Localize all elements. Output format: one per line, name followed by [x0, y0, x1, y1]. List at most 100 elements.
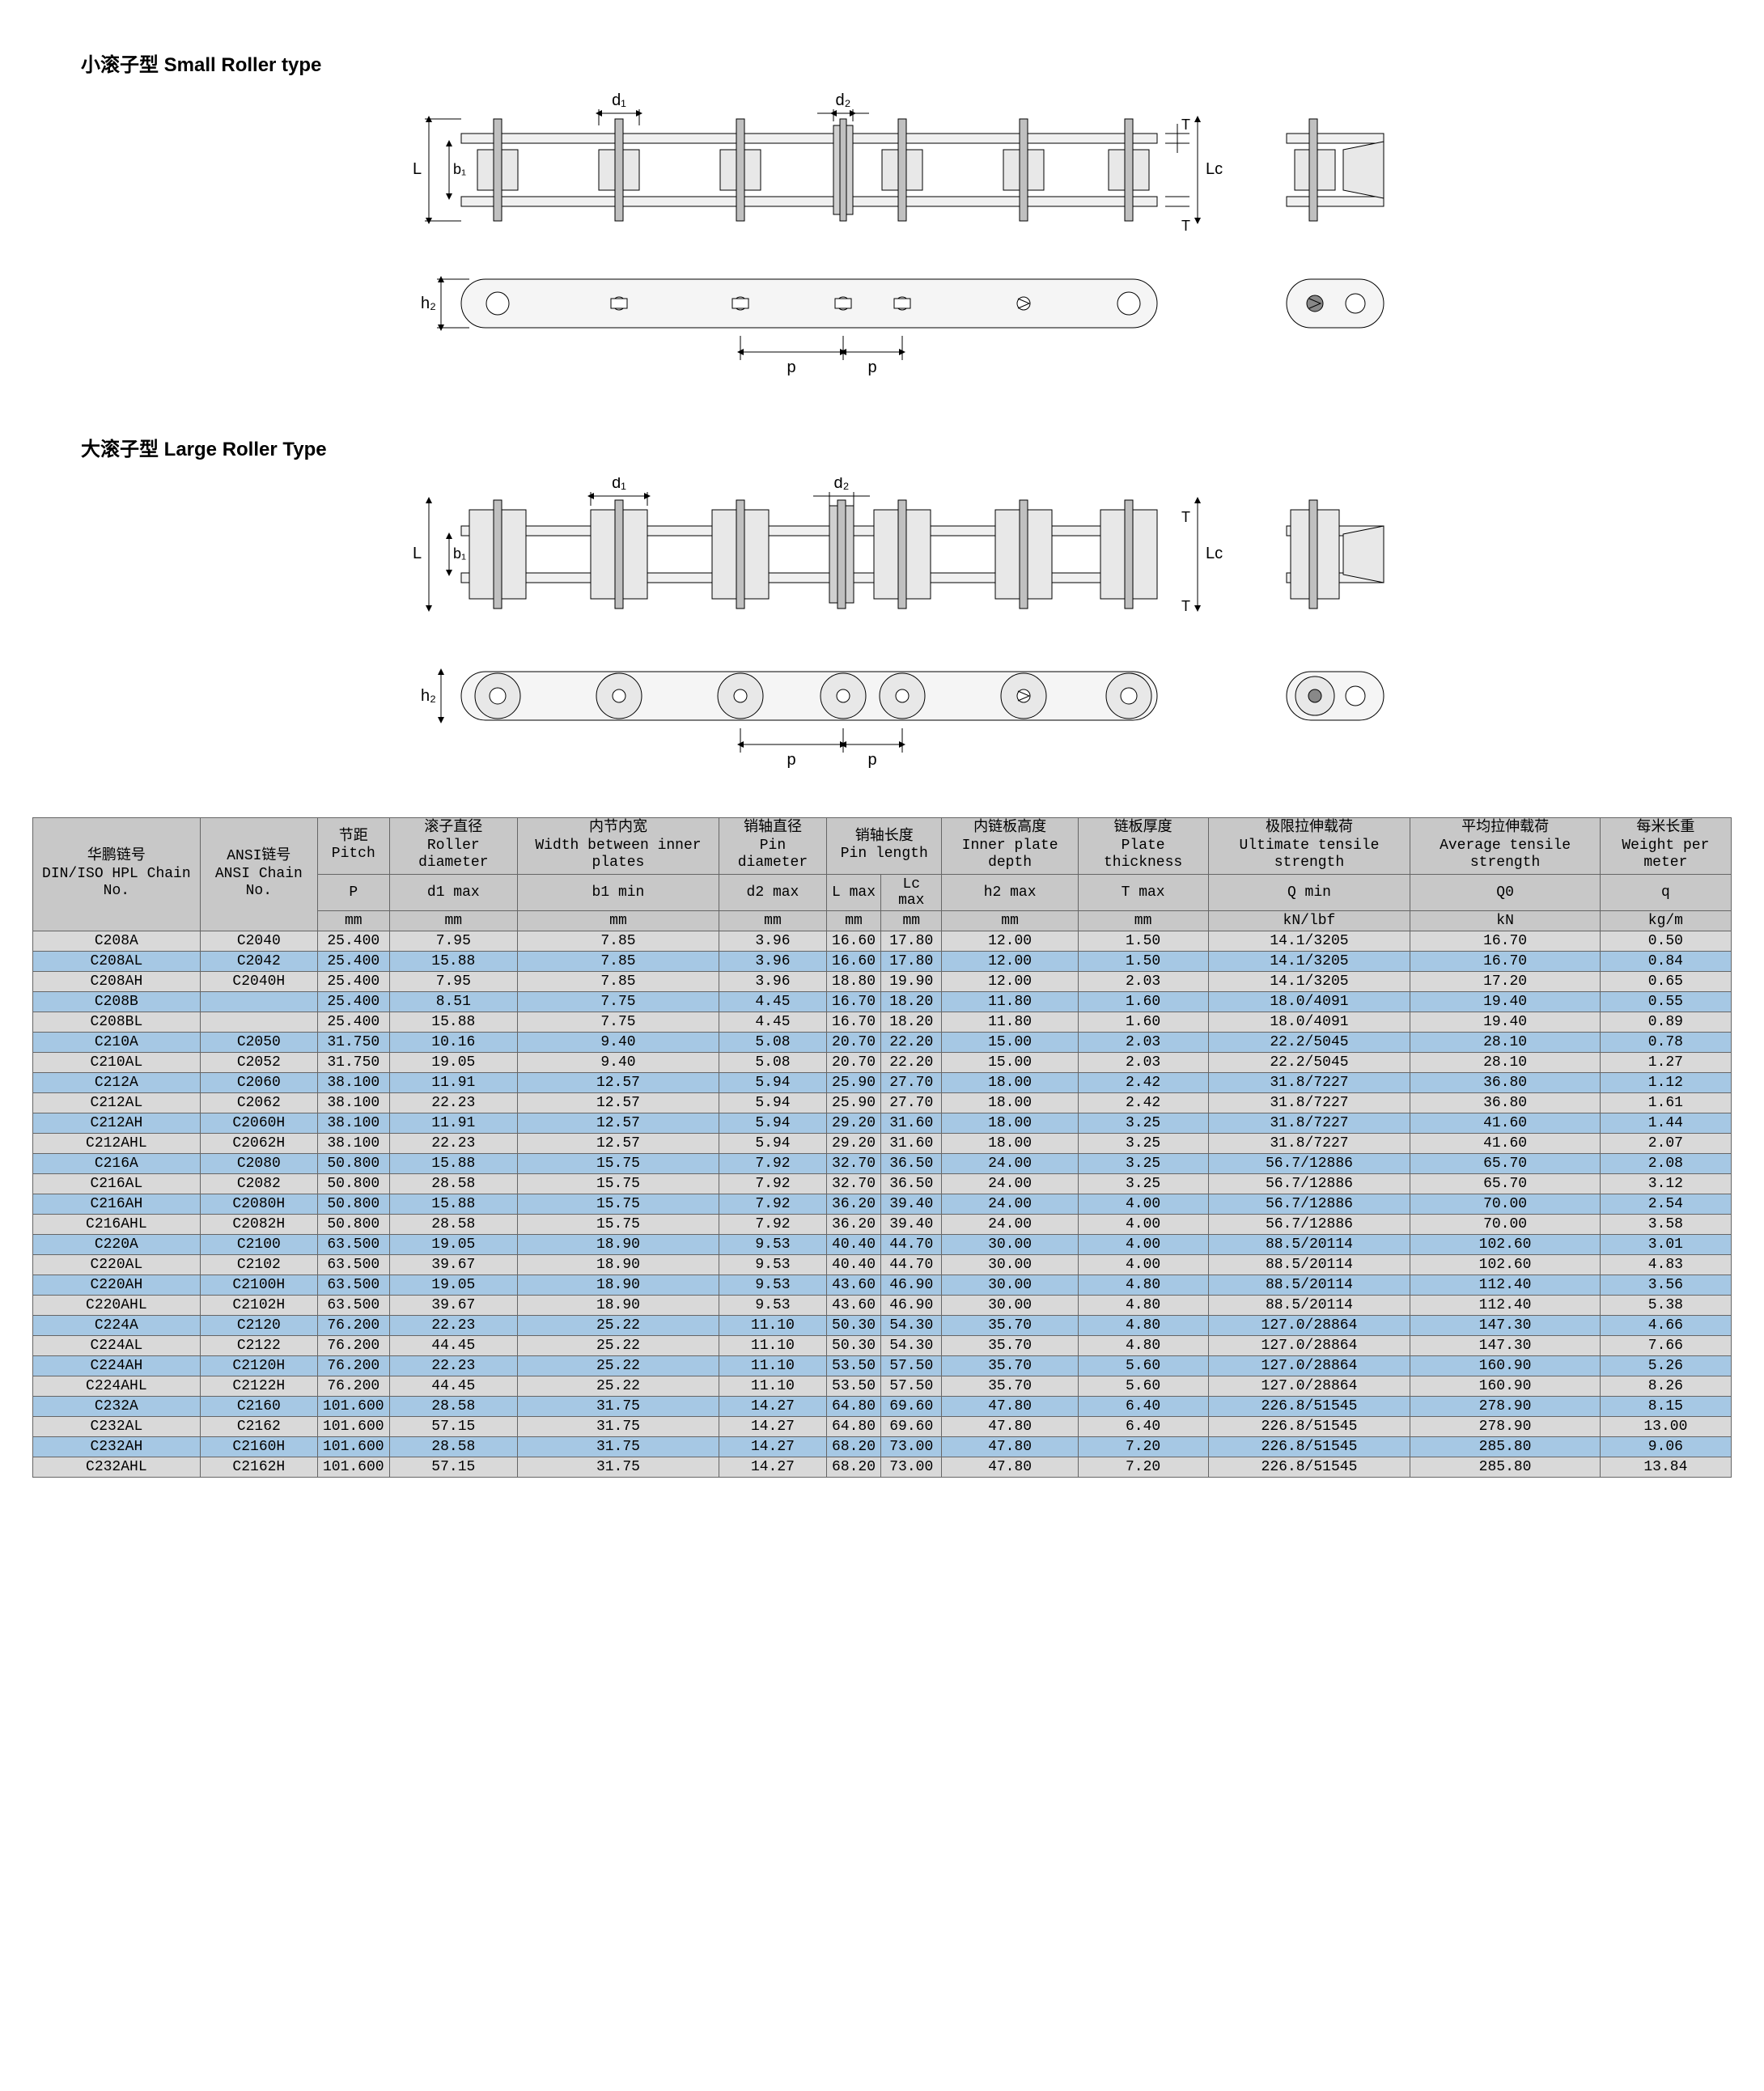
sym-d2: d2 max: [719, 874, 826, 910]
table-cell: 13.00: [1600, 1416, 1731, 1436]
table-cell: C216AH: [33, 1194, 201, 1214]
table-cell: 3.96: [719, 931, 826, 951]
table-cell: 63.500: [317, 1275, 389, 1295]
table-cell: C216A: [33, 1153, 201, 1173]
table-cell: 20.70: [827, 1052, 881, 1072]
svg-text:d₁: d₁: [612, 477, 626, 492]
table-cell: 31.750: [317, 1032, 389, 1052]
table-cell: 31.8/7227: [1208, 1133, 1410, 1153]
table-cell: 70.00: [1410, 1194, 1600, 1214]
table-cell: C220AHL: [33, 1295, 201, 1315]
table-row: C220ALC210263.50039.6718.909.5340.4044.7…: [33, 1254, 1732, 1275]
table-cell: 76.200: [317, 1315, 389, 1335]
table-cell: C232AHL: [33, 1457, 201, 1477]
unit-mm: mm: [1078, 910, 1208, 931]
table-row: C216AC208050.80015.8815.757.9232.7036.50…: [33, 1153, 1732, 1173]
table-cell: 31.60: [881, 1113, 942, 1133]
table-cell: 17.80: [881, 951, 942, 971]
table-cell: 127.0/28864: [1208, 1315, 1410, 1335]
table-cell: C2052: [200, 1052, 317, 1072]
table-cell: 5.08: [719, 1052, 826, 1072]
hdr-ultimate: 极限拉伸载荷 Ultimate tensile strength: [1208, 818, 1410, 875]
table-cell: 15.88: [389, 1194, 517, 1214]
table-cell: 31.75: [518, 1416, 719, 1436]
table-row: C220AC210063.50019.0518.909.5340.4044.70…: [33, 1234, 1732, 1254]
hdr-ansi: ANSI链号 ANSI Chain No.: [200, 818, 317, 931]
table-row: C208AC204025.4007.957.853.9616.6017.8012…: [33, 931, 1732, 951]
table-body: C208AC204025.4007.957.853.9616.6017.8012…: [33, 931, 1732, 1477]
unit-kNlbf: kN/lbf: [1208, 910, 1410, 931]
table-cell: 13.84: [1600, 1457, 1731, 1477]
table-cell: 25.400: [317, 971, 389, 991]
table-cell: 41.60: [1410, 1133, 1600, 1153]
table-cell: 12.57: [518, 1113, 719, 1133]
table-cell: 76.200: [317, 1376, 389, 1396]
svg-text:Lc: Lc: [1206, 160, 1223, 178]
table-cell: 4.80: [1078, 1335, 1208, 1355]
table-cell: 7.92: [719, 1214, 826, 1234]
table-cell: 7.95: [389, 971, 517, 991]
table-cell: 278.90: [1410, 1396, 1600, 1416]
table-cell: 28.10: [1410, 1032, 1600, 1052]
table-cell: 9.40: [518, 1052, 719, 1072]
table-cell: 9.53: [719, 1275, 826, 1295]
table-cell: C2120: [200, 1315, 317, 1335]
table-cell: 2.54: [1600, 1194, 1731, 1214]
table-cell: 18.20: [881, 991, 942, 1012]
table-cell: 226.8/51545: [1208, 1416, 1410, 1436]
table-cell: 112.40: [1410, 1295, 1600, 1315]
table-cell: 31.75: [518, 1436, 719, 1457]
table-cell: 9.06: [1600, 1436, 1731, 1457]
table-cell: C224AHL: [33, 1376, 201, 1396]
table-cell: 2.42: [1078, 1092, 1208, 1113]
hdr-inner-plate: 内链板高度 Inner plate depth: [942, 818, 1078, 875]
table-cell: 30.00: [942, 1234, 1078, 1254]
table-cell: C220AL: [33, 1254, 201, 1275]
table-cell: 3.96: [719, 971, 826, 991]
table-cell: 50.30: [827, 1315, 881, 1335]
table-cell: 14.1/3205: [1208, 951, 1410, 971]
table-cell: 15.75: [518, 1173, 719, 1194]
table-cell: [200, 1012, 317, 1032]
table-cell: 16.70: [827, 991, 881, 1012]
table-cell: 50.800: [317, 1153, 389, 1173]
table-cell: 15.75: [518, 1153, 719, 1173]
table-cell: 9.53: [719, 1234, 826, 1254]
table-cell: C2062H: [200, 1133, 317, 1153]
table-cell: 160.90: [1410, 1376, 1600, 1396]
table-cell: 285.80: [1410, 1457, 1600, 1477]
table-cell: 11.80: [942, 991, 1078, 1012]
table-cell: 29.20: [827, 1113, 881, 1133]
table-cell: 25.400: [317, 931, 389, 951]
table-cell: 28.10: [1410, 1052, 1600, 1072]
table-cell: 39.67: [389, 1295, 517, 1315]
table-cell: 14.27: [719, 1416, 826, 1436]
table-cell: 16.70: [1410, 951, 1600, 971]
table-cell: 5.60: [1078, 1376, 1208, 1396]
table-cell: 31.75: [518, 1457, 719, 1477]
table-cell: 4.45: [719, 1012, 826, 1032]
unit-mm: mm: [942, 910, 1078, 931]
table-cell: 5.94: [719, 1072, 826, 1092]
table-cell: 1.50: [1078, 951, 1208, 971]
table-row: C224ALC212276.20044.4525.2211.1050.3054.…: [33, 1335, 1732, 1355]
table-cell: C232A: [33, 1396, 201, 1416]
table-cell: 4.45: [719, 991, 826, 1012]
table-cell: 0.50: [1600, 931, 1731, 951]
table-cell: 0.65: [1600, 971, 1731, 991]
table-cell: 24.00: [942, 1153, 1078, 1173]
table-cell: 70.00: [1410, 1214, 1600, 1234]
table-cell: 17.20: [1410, 971, 1600, 991]
svg-text:p: p: [867, 751, 876, 769]
table-row: C208BL25.40015.887.754.4516.7018.2011.80…: [33, 1012, 1732, 1032]
hdr-width: 内节内宽 Width between inner plates: [518, 818, 719, 875]
table-cell: 25.90: [827, 1092, 881, 1113]
table-cell: 18.0/4091: [1208, 1012, 1410, 1032]
table-cell: 43.60: [827, 1275, 881, 1295]
table-cell: C216AL: [33, 1173, 201, 1194]
table-cell: 22.23: [389, 1315, 517, 1335]
table-cell: 7.75: [518, 1012, 719, 1032]
table-cell: 1.60: [1078, 1012, 1208, 1032]
table-cell: 41.60: [1410, 1113, 1600, 1133]
table-cell: 19.05: [389, 1052, 517, 1072]
